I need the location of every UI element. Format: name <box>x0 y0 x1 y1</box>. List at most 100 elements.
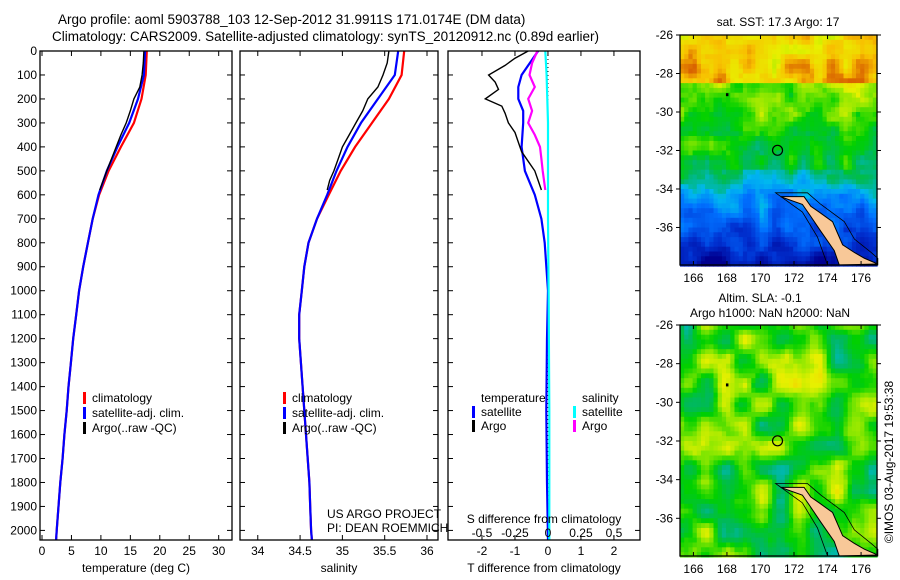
map-cell <box>805 537 811 543</box>
map-cell <box>680 412 685 418</box>
map-cell <box>717 518 723 524</box>
map-cell <box>688 179 694 185</box>
map-cell <box>793 217 798 224</box>
map-cell <box>797 325 803 331</box>
map-cell <box>864 344 870 350</box>
map-cell <box>784 383 790 389</box>
map-cell <box>797 412 803 418</box>
map-cell <box>701 474 706 481</box>
map-cell <box>868 150 874 156</box>
map-cell <box>830 479 836 485</box>
map-cell <box>793 450 798 456</box>
map-cell <box>789 479 794 485</box>
map-cell <box>776 97 782 103</box>
map-cell <box>793 518 798 524</box>
map-cell <box>684 68 689 75</box>
map-cell <box>696 378 702 384</box>
map-cell <box>780 198 786 204</box>
map-cell <box>784 150 790 156</box>
map-cell <box>872 499 878 505</box>
map-cell <box>868 387 874 394</box>
map-cell <box>814 387 819 394</box>
map-cell <box>755 102 761 108</box>
map-cell <box>780 121 786 127</box>
map-cell <box>776 397 782 403</box>
figure-title-line1: Argo profile: aoml 5903788_103 12-Sep-20… <box>58 12 526 27</box>
map-cell <box>763 460 769 466</box>
map-cell <box>797 102 803 108</box>
map-cell <box>721 222 727 229</box>
map-cell <box>801 54 807 60</box>
map-cell <box>721 378 727 384</box>
map-cell <box>688 383 694 389</box>
map-cell <box>684 489 689 495</box>
map-cell <box>809 217 815 224</box>
map-cell <box>772 552 777 558</box>
map-cell <box>738 87 744 94</box>
map-cell <box>759 368 765 374</box>
map-cell <box>801 222 807 229</box>
map-cell <box>776 441 782 447</box>
map-cell <box>730 542 736 548</box>
map-cell <box>809 474 815 481</box>
map-cell <box>847 150 853 156</box>
map-cell <box>793 383 798 389</box>
map-cell <box>789 334 794 341</box>
map-cell <box>717 102 723 108</box>
series-line-t-satellite <box>517 50 550 541</box>
map-cell <box>843 407 849 413</box>
map-cell <box>789 421 794 428</box>
map-cell <box>793 474 798 481</box>
map-cell <box>835 227 840 233</box>
map-cell <box>872 513 878 519</box>
map-cell <box>742 537 748 543</box>
map-cell <box>784 445 790 452</box>
map-cell <box>856 339 861 345</box>
map-cell <box>784 465 790 471</box>
map-cell <box>680 251 685 257</box>
map-cell <box>814 528 819 534</box>
map-cell <box>847 373 853 379</box>
map-cell <box>809 494 815 500</box>
map-cell <box>759 256 765 262</box>
map-cell <box>759 217 765 224</box>
map-dot <box>725 383 729 387</box>
map-cell <box>864 474 870 481</box>
map-cell <box>721 523 727 529</box>
map-cell <box>851 378 857 384</box>
map-cell <box>868 227 874 233</box>
map-cell <box>759 450 765 456</box>
map-cell <box>847 503 853 510</box>
map-cell <box>692 441 698 447</box>
map-cell <box>851 145 857 152</box>
map-cell <box>814 251 819 257</box>
map-cell <box>797 169 803 176</box>
map-cell <box>759 416 765 423</box>
map-cell <box>822 121 828 127</box>
map-cell <box>759 107 765 113</box>
map-cell <box>805 484 811 490</box>
map-cell <box>780 217 786 224</box>
map-cell <box>684 49 689 55</box>
map-cell <box>797 150 803 156</box>
map-cell <box>738 232 744 238</box>
map-cell <box>784 256 790 262</box>
map-cell <box>789 542 794 548</box>
map-cell <box>755 251 761 257</box>
map-cell <box>742 78 748 84</box>
map-cell <box>705 426 710 432</box>
map-cell <box>742 508 748 514</box>
map-cell <box>793 455 798 461</box>
map-cell <box>696 421 702 428</box>
map-cell <box>801 354 807 360</box>
map-cell <box>872 368 878 374</box>
map-cell <box>805 121 811 127</box>
map-cell <box>818 484 824 490</box>
map-cell <box>830 116 836 123</box>
map-cell <box>688 213 694 219</box>
map-cell <box>864 334 870 341</box>
map-cell <box>696 474 702 481</box>
map-cell <box>738 397 744 403</box>
map-cell <box>856 78 861 84</box>
